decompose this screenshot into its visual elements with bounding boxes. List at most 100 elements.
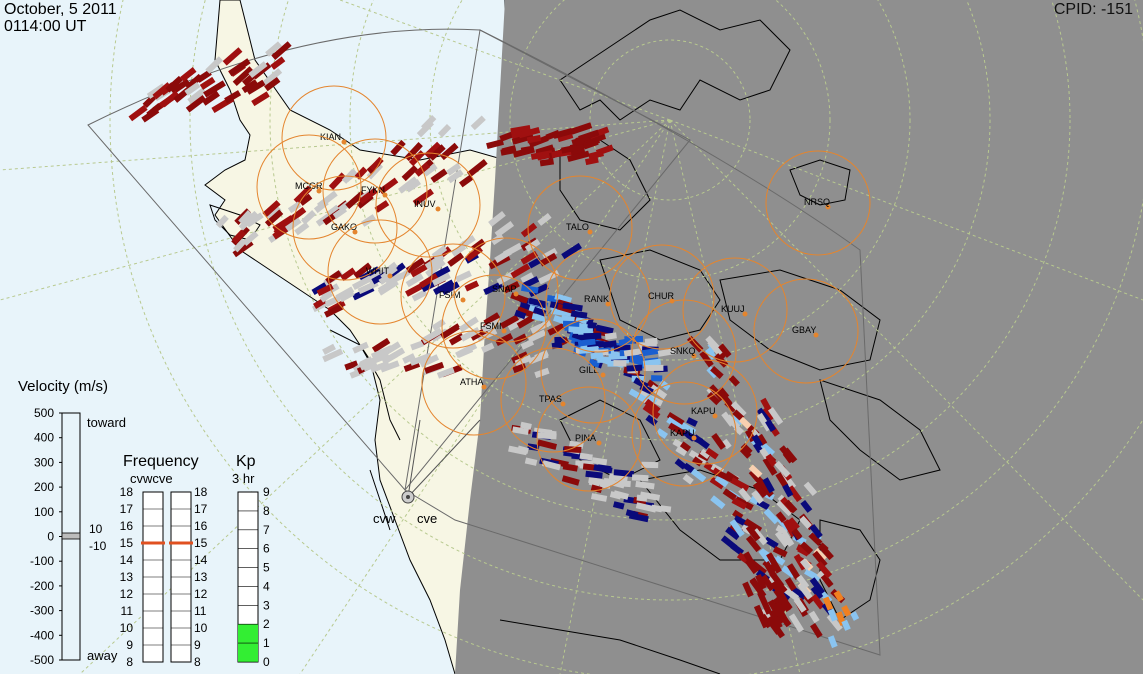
toward-label: toward [87,415,126,430]
frequency-tick: 17 [120,502,134,516]
frequency-title: Frequency [123,453,199,470]
frequency-tick: 10 [194,621,208,635]
frequency-tick: 9 [126,638,133,652]
kp-tick: 0 [263,655,270,669]
frequency-tick: 8 [126,655,133,669]
frequency-bars: 18 17 16 15 14 13 12 11 10 9 8 18 17 16 15 14 13 12 11 10 9 8 [120,485,208,669]
frequency-tick: 10 [120,621,134,635]
station-label: FYKN [361,185,385,195]
station-snkq: SNKQ [631,299,737,405]
kp-bar: 9 8 7 6 5 4 3 2 1 0 [237,485,270,669]
date-label: October, 5 2011 [4,1,117,18]
station-atha: ATHA [421,330,527,436]
station-cmbg: KAPU [652,359,758,465]
kp-tick: 5 [263,561,270,575]
velocity-tick: -400 [30,628,54,642]
frequency-marker [169,541,193,545]
limit-pos-label: 10 [89,522,103,536]
station-label: KIAN [320,132,341,142]
station-label: GBAY [792,325,816,335]
frequency-tick: 11 [121,604,134,618]
velocity-tick: 500 [34,406,54,420]
radar-site: cvw cve [373,419,481,526]
coastlines-night [499,9,941,674]
station-kapu: KAPU [631,381,737,487]
frequency-tick: 12 [120,587,134,601]
station-label: SNAP [492,284,517,294]
time-label: 0114:00 UT [4,18,87,35]
station-whit: WHIT [327,219,433,325]
radar-label-cve: cve [417,511,437,526]
station-label: RANK [584,294,609,304]
frequency-tick: 18 [194,485,208,499]
kp-tick: 9 [263,485,270,499]
frequency-tick: 9 [194,638,201,652]
velocity-tick: 300 [34,455,54,469]
cpid-label: CPID: -151 [1053,1,1133,18]
kp-tick: 8 [263,504,270,518]
velocity-legend: Velocity (m/s) 500 400 300 200 100 0 -100 -200 -… [18,378,126,667]
station-pina: PINA [536,386,642,492]
velocity-tick: -500 [30,653,54,667]
kp-legend: Kp 3 hr 9 8 7 6 5 4 3 2 1 0 [232,453,270,669]
station-gbay: GBAY [753,278,859,384]
kp-tick: 7 [263,523,270,537]
away-label: away [87,648,118,663]
station-label: GAKO [331,222,357,232]
frequency-subtitle: cvwcve [130,471,173,486]
limit-neg-label: -10 [89,539,107,553]
kp-tick: 4 [263,579,270,593]
frequency-tick: 13 [120,570,134,584]
velocity-ticks: 500 400 300 200 100 0 -100 -200 -300 -400 -500 [30,406,62,667]
velocity-tick: 100 [34,505,54,519]
velocity-tick: -100 [30,554,54,568]
station-talo: TALO [527,175,633,281]
station-label: PINA [575,433,596,443]
kp-subtitle: 3 hr [232,471,255,486]
frequency-tick: 11 [194,604,207,618]
station-layer: KIAN MCGR FYKN INUV GAKO TALO NRSQ WHIT FSIM SNAP… [256,85,871,492]
station-tpas: TPAS [500,347,606,453]
station-label: FSIM [439,290,461,300]
station-nrsq: NRSQ [765,150,871,256]
radar-label-cvw: cvw [373,511,396,526]
velocity-tick: 200 [34,480,54,494]
station-label: TALO [566,222,589,232]
station-label: INUV [414,199,436,209]
station-fsmi: FSMI [441,274,547,380]
station-gill: GILL [540,318,646,424]
station-label: ATHA [460,377,483,387]
velocity-tick: 400 [34,431,54,445]
station-label: CHUR [648,291,674,301]
kp-tick: 3 [263,598,270,612]
station-label: KAPU [691,406,716,416]
station-gako: GAKO [292,175,398,281]
station-label: GILL [579,365,599,375]
station-label: SNKQ [670,346,696,356]
night-region [455,0,1143,674]
kp-title: Kp [236,453,256,470]
station-inuv: INUV [375,152,481,258]
station-chur: CHUR [609,244,715,350]
frequency-tick: 13 [194,570,208,584]
frequency-tick: 15 [194,536,208,550]
velocity-tick: -200 [30,579,54,593]
frequency-legend: Frequency cvwcve 18171615141312111098181… [120,453,208,669]
kp-tick: 6 [263,542,270,556]
station-label: MCGR [295,181,323,191]
station-mcgr: MCGR [256,134,362,240]
kp-tick: 2 [263,617,270,631]
frequency-tick: 16 [194,519,208,533]
frequency-tick: 15 [120,536,134,550]
station-kian: KIAN [281,85,387,191]
station-label: FSMI [480,321,502,331]
velocity-legend-title: Velocity (m/s) [18,378,108,395]
frequency-tick: 16 [120,519,134,533]
station-label: NRSQ [804,197,830,207]
kp-tick: 1 [263,636,270,650]
velocity-cells [128,41,860,649]
velocity-tick: 0 [47,530,54,544]
station-label: KUUJ [721,304,745,314]
